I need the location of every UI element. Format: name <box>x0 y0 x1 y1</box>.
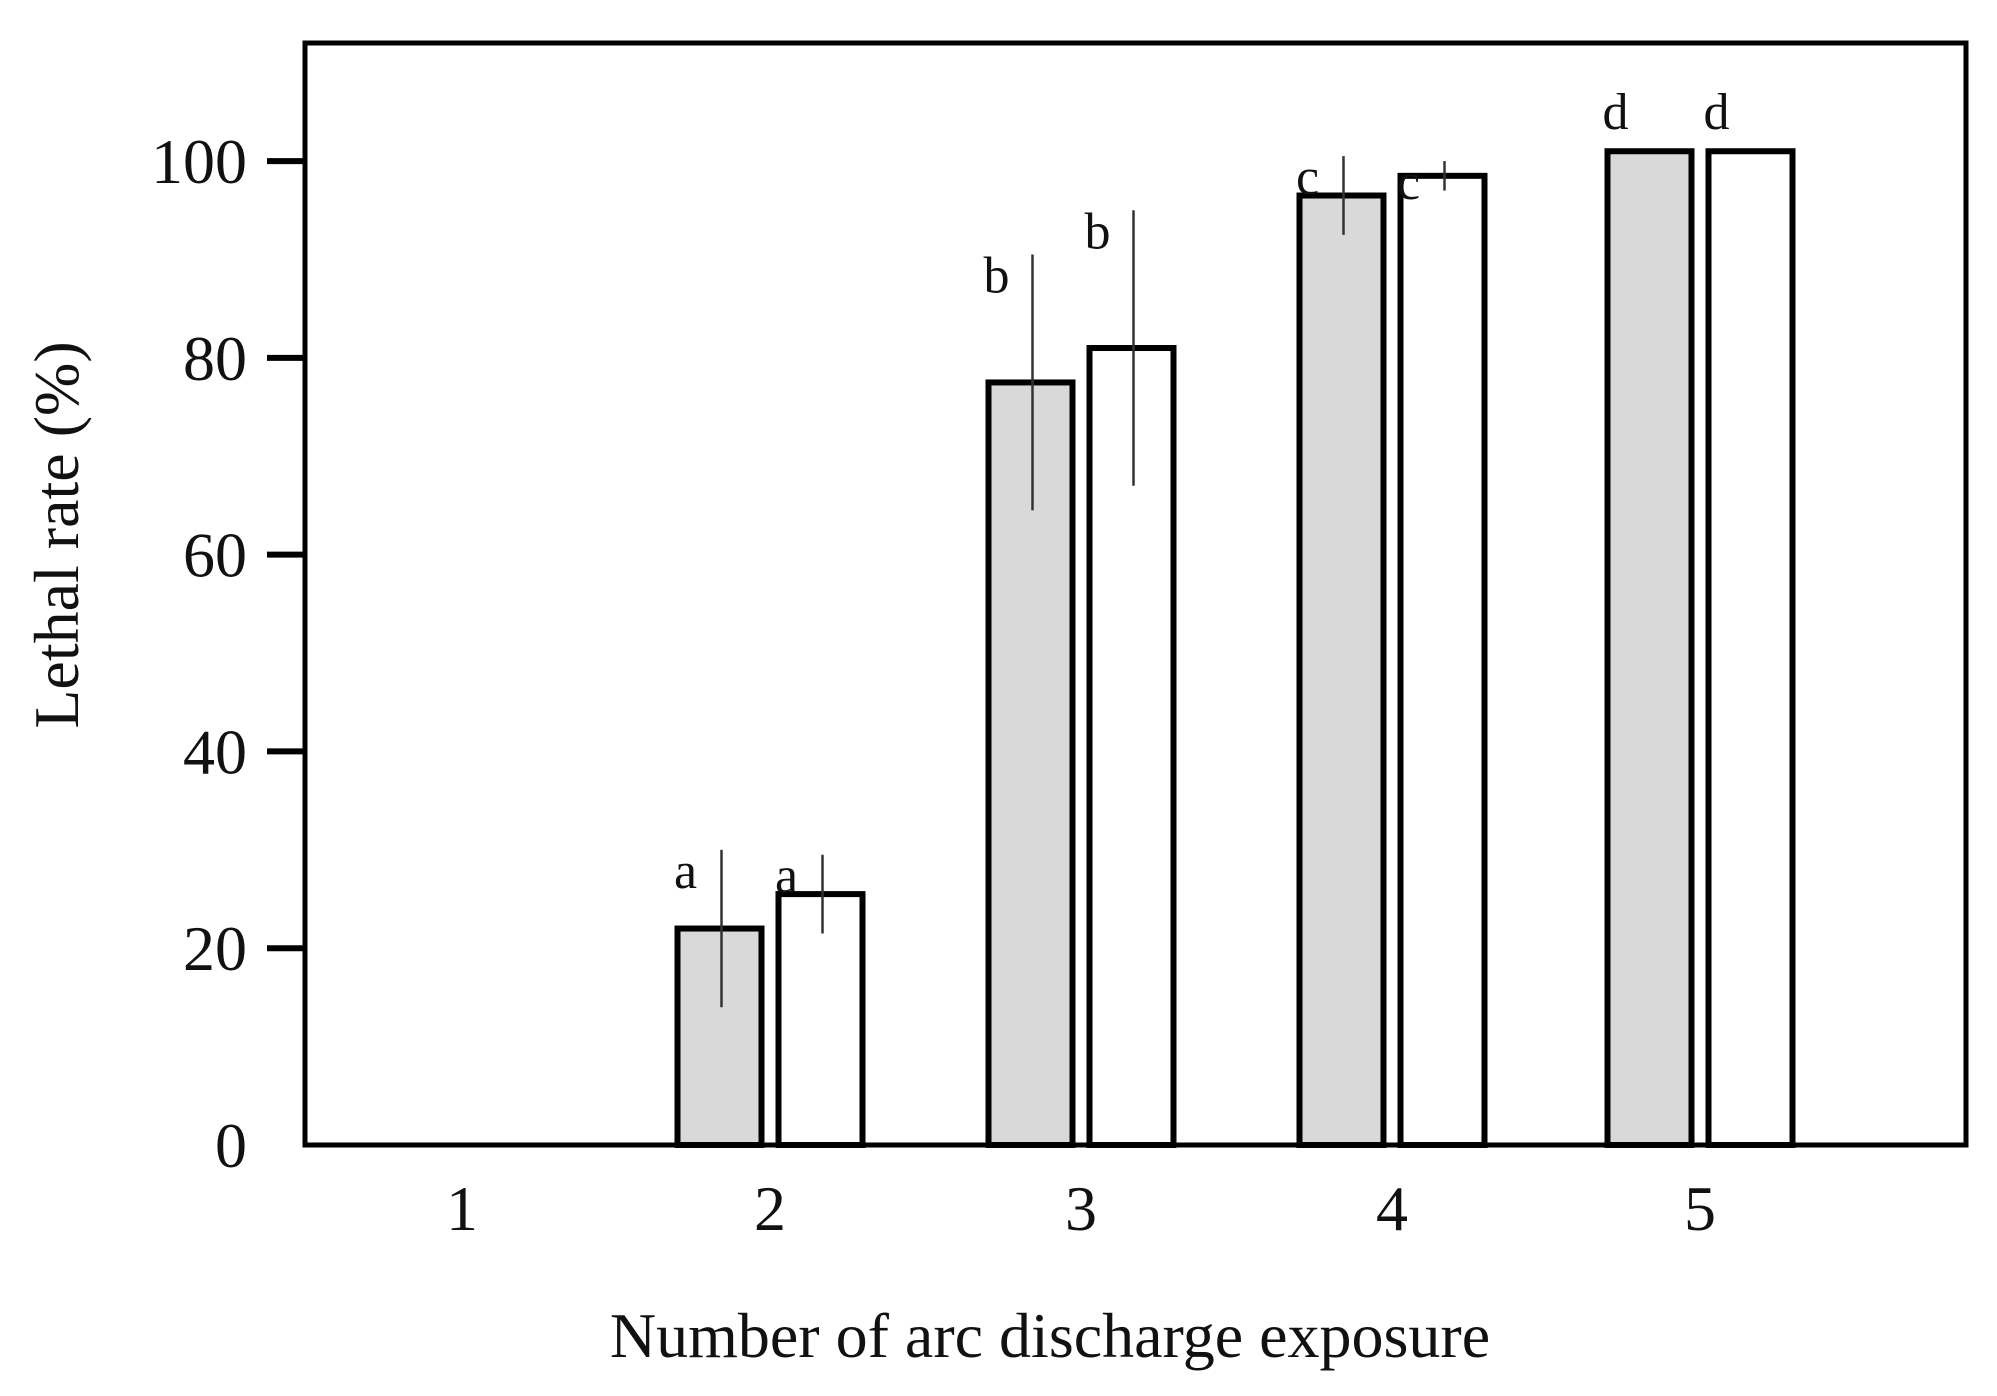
significance-label: c <box>1397 154 1420 211</box>
x-tick-label: 5 <box>1684 1173 1716 1244</box>
bar-series-2-cat-4 <box>1397 172 1488 1148</box>
bar-series-1-cat-5 <box>1604 148 1695 1149</box>
y-tick-label: 0 <box>215 1110 247 1181</box>
bar-series-2-cat-2 <box>775 891 866 1148</box>
x-tick-label: 4 <box>1376 1173 1408 1244</box>
x-axis-title: Number of arc discharge exposure <box>610 1300 1490 1371</box>
significance-label: a <box>674 843 697 900</box>
y-tick-label: 40 <box>183 716 247 787</box>
y-tick-label: 20 <box>183 913 247 984</box>
significance-label: a <box>775 848 798 905</box>
significance-label: b <box>1085 203 1111 260</box>
bar-series-2-cat-3 <box>1086 345 1177 1148</box>
y-tick-label: 80 <box>183 323 247 394</box>
y-tick-label: 60 <box>183 520 247 591</box>
bar-series-2-cat-5 <box>1705 148 1796 1149</box>
x-tick-label: 2 <box>754 1173 786 1244</box>
significance-label: d <box>1603 84 1629 141</box>
bar-series-1-cat-3 <box>985 379 1076 1148</box>
bar-series-1-cat-4 <box>1296 192 1387 1149</box>
y-tick-label: 100 <box>151 126 247 197</box>
bar-series-1-cat-2 <box>674 925 765 1148</box>
significance-label: d <box>1704 84 1730 141</box>
significance-label: b <box>984 248 1010 305</box>
significance-label: c <box>1296 149 1319 206</box>
x-tick-label: 1 <box>446 1173 478 1244</box>
y-axis-title: Lethal rate (%) <box>21 341 92 728</box>
x-tick-label: 3 <box>1065 1173 1097 1244</box>
